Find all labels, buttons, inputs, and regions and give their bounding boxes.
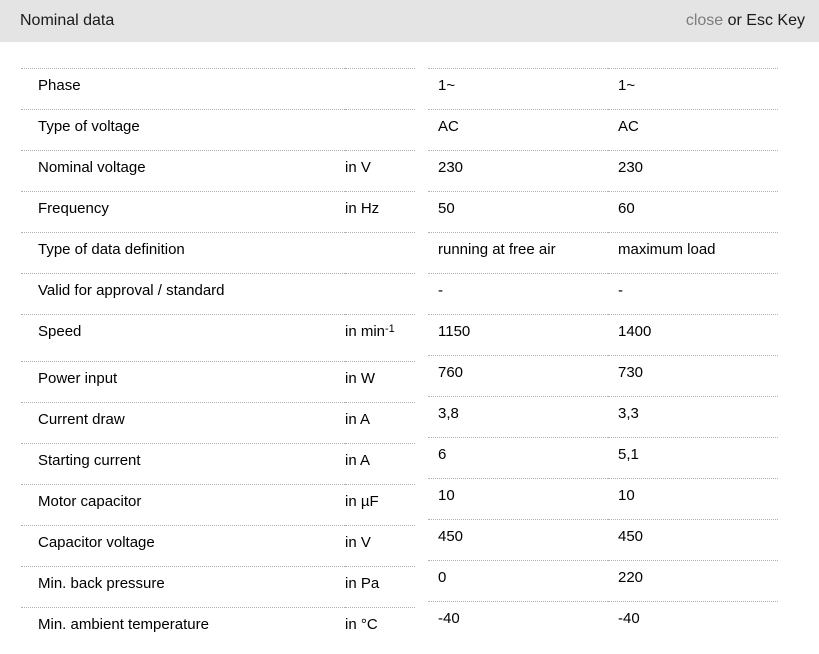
table-row: 10 10 — [428, 478, 778, 520]
row-label: Speed — [21, 314, 345, 362]
row-unit: in V — [345, 150, 415, 192]
row-value-2: 1400 — [608, 314, 778, 356]
esc-key-hint: or Esc Key — [723, 12, 805, 29]
row-value-2: 3,3 — [608, 396, 778, 438]
row-value-1: 3,8 — [428, 396, 608, 438]
table-row: Type of data definition — [21, 232, 415, 274]
table-row: 230 230 — [428, 150, 778, 192]
row-value-2: 10 — [608, 478, 778, 520]
dialog-title: Nominal data — [20, 12, 115, 29]
table-row: Nominal voltage in V — [21, 150, 415, 192]
row-value-1: AC — [428, 109, 608, 151]
row-value-1: 1150 — [428, 314, 608, 356]
row-value-2: 1~ — [608, 68, 778, 110]
row-label: Motor capacitor — [21, 484, 345, 526]
row-label: Starting current — [21, 443, 345, 485]
row-value-1: - — [428, 273, 608, 315]
row-unit: in A — [345, 443, 415, 485]
table-row: Starting current in A — [21, 443, 415, 485]
row-value-1: 0 — [428, 560, 608, 602]
row-value-1: running at free air — [428, 232, 608, 274]
row-label: Current draw — [21, 402, 345, 444]
row-value-2: AC — [608, 109, 778, 151]
labels-table: Phase Type of voltage Nominal voltage in… — [21, 68, 415, 649]
table-row: Frequency in Hz — [21, 191, 415, 233]
row-unit: in Hz — [345, 191, 415, 233]
row-value-2: 60 — [608, 191, 778, 233]
row-value-1: -40 — [428, 601, 608, 643]
table-row: Capacitor voltage in V — [21, 525, 415, 567]
row-label: Min. ambient temperature — [21, 607, 345, 649]
row-label: Power input — [21, 361, 345, 403]
row-unit — [345, 273, 415, 315]
row-label: Min. back pressure — [21, 566, 345, 608]
row-value-2: 450 — [608, 519, 778, 561]
row-unit — [345, 109, 415, 151]
row-value-1: 760 — [428, 355, 608, 397]
row-unit: in Pa — [345, 566, 415, 608]
row-value-1: 1~ — [428, 68, 608, 110]
table-row: 1150 1400 — [428, 314, 778, 356]
close-link[interactable]: close — [685, 12, 724, 29]
row-unit: in µF — [345, 484, 415, 526]
row-unit: in V — [345, 525, 415, 567]
table-row: Current draw in A — [21, 402, 415, 444]
table-row: Min. ambient temperature in °C — [21, 607, 415, 649]
row-unit — [345, 232, 415, 274]
table-row: running at free air maximum load — [428, 232, 778, 274]
row-unit: in min-1 — [345, 314, 415, 362]
table-row: - - — [428, 273, 778, 315]
row-value-1: 450 — [428, 519, 608, 561]
row-unit: in °C — [345, 607, 415, 649]
table-row: Phase — [21, 68, 415, 110]
table-row: 1~ 1~ — [428, 68, 778, 110]
table-row: 50 60 — [428, 191, 778, 233]
row-value-1: 230 — [428, 150, 608, 192]
row-value-1: 50 — [428, 191, 608, 233]
nominal-data-content: Phase Type of voltage Nominal voltage in… — [0, 42, 819, 649]
table-row: 6 5,1 — [428, 437, 778, 479]
table-row: 3,8 3,3 — [428, 396, 778, 438]
table-row: AC AC — [428, 109, 778, 151]
table-row: 0 220 — [428, 560, 778, 602]
row-value-2: maximum load — [608, 232, 778, 274]
values-table: 1~ 1~ AC AC 230 230 50 60 running at fre… — [428, 68, 778, 643]
row-unit — [345, 68, 415, 110]
row-label: Frequency — [21, 191, 345, 233]
row-label: Capacitor voltage — [21, 525, 345, 567]
row-label: Type of voltage — [21, 109, 345, 151]
row-value-2: 730 — [608, 355, 778, 397]
row-label: Type of data definition — [21, 232, 345, 274]
table-row: 450 450 — [428, 519, 778, 561]
row-value-1: 10 — [428, 478, 608, 520]
row-value-1: 6 — [428, 437, 608, 479]
table-row: 760 730 — [428, 355, 778, 397]
close-area: close or Esc Key — [686, 12, 805, 30]
row-value-2: 5,1 — [608, 437, 778, 479]
row-label: Phase — [21, 68, 345, 110]
row-label: Valid for approval / standard — [21, 273, 345, 315]
row-label: Nominal voltage — [21, 150, 345, 192]
table-row: Motor capacitor in µF — [21, 484, 415, 526]
table-row: Valid for approval / standard — [21, 273, 415, 315]
table-row: Speed in min-1 — [21, 314, 415, 362]
table-row: Power input in W — [21, 361, 415, 403]
row-value-2: - — [608, 273, 778, 315]
row-unit: in W — [345, 361, 415, 403]
row-value-2: -40 — [608, 601, 778, 643]
dialog-header: Nominal data close or Esc Key — [0, 0, 819, 42]
table-row: Min. back pressure in Pa — [21, 566, 415, 608]
table-row: -40 -40 — [428, 601, 778, 643]
row-value-2: 230 — [608, 150, 778, 192]
row-unit: in A — [345, 402, 415, 444]
table-row: Type of voltage — [21, 109, 415, 151]
row-value-2: 220 — [608, 560, 778, 602]
unit-superscript: -1 — [385, 323, 395, 335]
